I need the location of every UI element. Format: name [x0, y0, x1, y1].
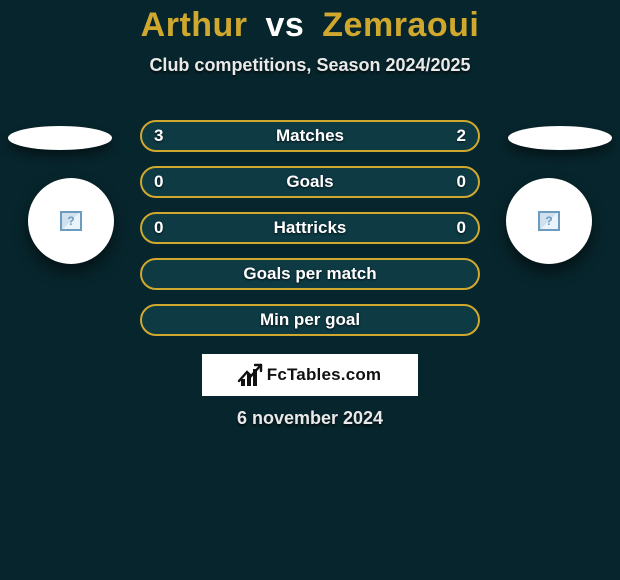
player1-name: Arthur: [141, 6, 248, 44]
stat-value-right: 2: [457, 126, 466, 146]
date-label: 6 november 2024: [0, 408, 620, 429]
h2h-infographic: Arthur vs Zemraoui Club competitions, Se…: [0, 0, 620, 580]
watermark: FcTables.com: [202, 354, 418, 396]
subtitle: Club competitions, Season 2024/2025: [0, 55, 620, 76]
stat-label: Matches: [142, 126, 478, 146]
stat-row-goals: 0 Goals 0: [140, 166, 480, 198]
stat-row-min-per-goal: Min per goal: [140, 304, 480, 336]
stat-row-goals-per-match: Goals per match: [140, 258, 480, 290]
stat-label: Goals per match: [142, 264, 478, 284]
stat-row-hattricks: 0 Hattricks 0: [140, 212, 480, 244]
stat-value-right: 0: [457, 218, 466, 238]
stat-label: Min per goal: [142, 310, 478, 330]
bar-chart-arrow-icon: [239, 364, 261, 386]
stat-row-matches: 3 Matches 2: [140, 120, 480, 152]
page-title: Arthur vs Zemraoui: [0, 6, 620, 45]
player1-photo: [28, 178, 114, 264]
stats-table: 3 Matches 2 0 Goals 0 0 Hattricks 0 Goal…: [140, 120, 480, 336]
stat-label: Goals: [142, 172, 478, 192]
image-placeholder-icon: [60, 211, 82, 231]
vs-separator: vs: [266, 6, 305, 44]
player2-flag: [508, 126, 612, 150]
player2-name: Zemraoui: [322, 6, 479, 44]
stat-label: Hattricks: [142, 218, 478, 238]
stat-value-right: 0: [457, 172, 466, 192]
image-placeholder-icon: [538, 211, 560, 231]
player2-photo: [506, 178, 592, 264]
watermark-text: FcTables.com: [267, 365, 382, 385]
player1-flag: [8, 126, 112, 150]
